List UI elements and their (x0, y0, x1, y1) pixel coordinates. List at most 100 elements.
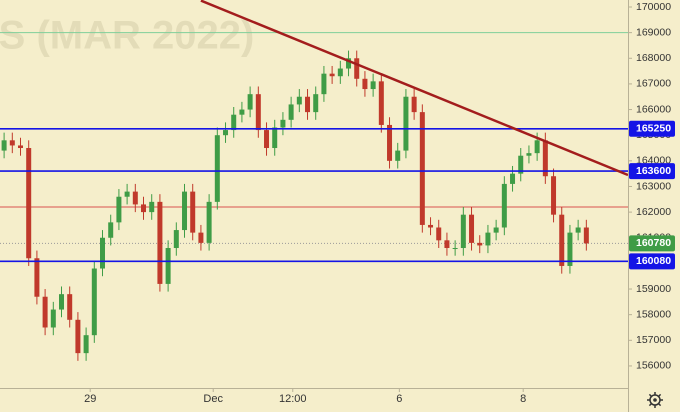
candle-body (444, 240, 450, 249)
candle-body (75, 319, 81, 354)
candle-body (510, 173, 516, 184)
candle-body (26, 148, 32, 259)
watermark: ES (MAR 2022) (0, 14, 254, 58)
candle-body (59, 294, 65, 310)
candle-body (362, 78, 368, 90)
candle-body (354, 58, 360, 79)
candle-body (321, 73, 327, 95)
candle-body (575, 227, 581, 233)
candle-body (452, 248, 458, 250)
last-price-label: 160780 (636, 237, 671, 249)
candle-body (50, 309, 56, 328)
candle-body (370, 81, 376, 90)
candle-body (313, 94, 319, 113)
candle-body (223, 130, 229, 136)
candle-body (264, 130, 270, 149)
candle-body (157, 201, 163, 284)
candle-body (477, 242, 483, 246)
candle-body (551, 176, 557, 215)
candle-body (83, 335, 89, 354)
candle-body (526, 153, 532, 156)
candle-body (124, 191, 130, 197)
plot-area (0, 0, 629, 361)
candle-body (583, 227, 589, 244)
y-tick-label: 159000 (636, 283, 671, 295)
level-label: 160080 (636, 255, 671, 267)
candle-body (419, 112, 425, 225)
candle-body (518, 155, 524, 174)
y-tick-label: 163000 (636, 180, 671, 192)
candle-body (288, 104, 294, 120)
candle-body (67, 294, 73, 320)
candle-body (34, 258, 40, 297)
candle-body (428, 224, 434, 228)
candle-body (411, 96, 417, 113)
candle-body (296, 96, 302, 105)
candle-body (116, 196, 122, 223)
candle-body (501, 183, 507, 228)
x-tick-label: Dec (203, 393, 223, 405)
candle-body (272, 127, 278, 149)
level-box (629, 253, 675, 270)
candle-body (198, 232, 204, 243)
y-tick-label: 170000 (636, 1, 671, 13)
candle-body (469, 214, 475, 243)
y-tick-label: 158000 (636, 308, 671, 320)
candle-body (485, 232, 491, 246)
candle-body (100, 237, 106, 269)
level-box (629, 120, 675, 137)
y-tick-label: 157000 (636, 334, 671, 346)
y-tick-label: 169000 (636, 26, 671, 38)
candle-body (247, 94, 253, 110)
candle-body (378, 81, 384, 125)
candle-body (206, 201, 212, 243)
x-tick-label: 29 (84, 393, 96, 405)
candle-body (567, 232, 573, 266)
trendline (200, 0, 629, 177)
candle-body (337, 68, 343, 77)
x-tick-label: 12:00 (279, 393, 307, 405)
candle-body (214, 135, 220, 202)
candle-body (534, 140, 540, 154)
level-box (629, 163, 675, 180)
y-tick-label: 166000 (636, 103, 671, 115)
candle-body (231, 114, 237, 131)
level-label: 163600 (636, 165, 671, 177)
candle-body (141, 204, 147, 213)
candle-body (182, 191, 188, 231)
candle-body (173, 230, 179, 249)
candle-body (91, 268, 97, 336)
candle-body (255, 94, 261, 131)
settings-icon[interactable] (647, 392, 663, 408)
candle-body (239, 109, 245, 115)
candle-body (108, 222, 114, 238)
candle-body (329, 73, 335, 77)
gear-teeth (647, 392, 663, 408)
candle-body (542, 140, 548, 177)
candle-body (387, 124, 393, 161)
candle-body (9, 140, 15, 146)
y-tick-label: 156000 (636, 360, 671, 372)
candle-body (190, 191, 196, 233)
candle-body (493, 227, 499, 233)
candle-body (403, 96, 409, 151)
y-tick-label: 168000 (636, 52, 671, 64)
x-tick-label: 8 (520, 393, 526, 405)
y-tick-label: 167000 (636, 78, 671, 90)
x-tick-label: 6 (396, 393, 402, 405)
gear-center (653, 398, 657, 402)
candle-body (18, 145, 24, 149)
candle-body (165, 248, 171, 284)
candle-body (42, 296, 48, 328)
candle-body (280, 119, 286, 128)
candle-body (1, 140, 7, 151)
last-price-box (629, 235, 675, 252)
candle-body (436, 227, 442, 241)
candle-body (460, 214, 466, 249)
y-tick-label: 162000 (636, 206, 671, 218)
candle-body (559, 214, 565, 266)
candle-body (395, 150, 401, 161)
candle-body (305, 96, 311, 113)
